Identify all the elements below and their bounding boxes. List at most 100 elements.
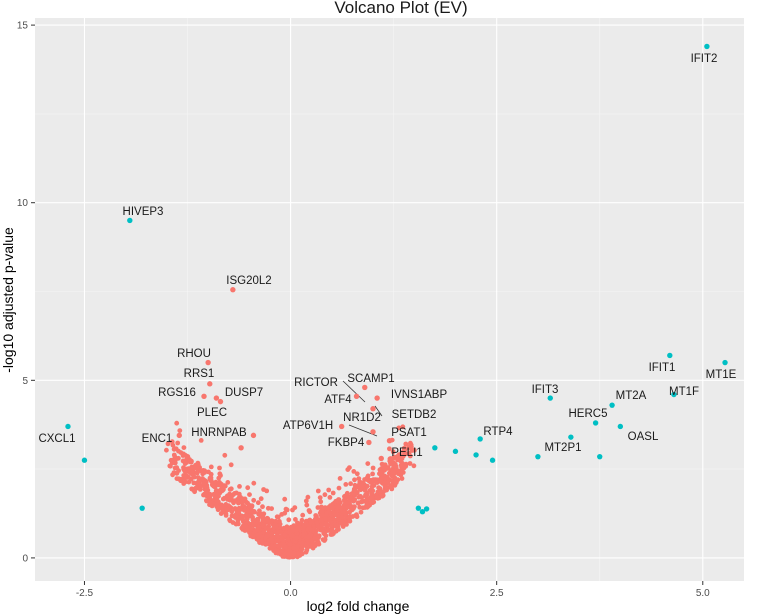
bulk-point (396, 452, 402, 457)
point-label: MT1E (706, 369, 737, 381)
bulk-point (388, 456, 394, 461)
bulk-point (281, 525, 287, 531)
bulk-point (206, 469, 211, 475)
bulk-point (352, 492, 358, 498)
x-tick-label: 5.0 (696, 588, 710, 599)
bulk-point (275, 534, 281, 539)
point-label: CXCL1 (38, 433, 75, 445)
bulk-point (411, 463, 417, 469)
leader-line (342, 380, 366, 403)
bulk-point (327, 517, 332, 522)
significant-point (597, 453, 603, 460)
bulk-point (222, 495, 227, 501)
not-significant-point (207, 381, 213, 387)
significant-point (415, 505, 422, 511)
bulk-point (352, 504, 357, 509)
bulk-point (323, 511, 329, 517)
bulk-point (264, 488, 270, 494)
bulk-point (352, 482, 358, 488)
bulk-point (275, 530, 280, 536)
significant-point (667, 352, 673, 359)
bulk-point (176, 448, 181, 454)
not-significant-point (213, 395, 220, 401)
bulk-point (347, 509, 352, 515)
bulk-point (389, 484, 394, 490)
bulk-point (407, 461, 413, 466)
bulk-point (363, 493, 368, 499)
bulk-point (345, 467, 351, 472)
bulk-point (402, 447, 408, 453)
bulk-point (385, 465, 391, 470)
point-label: NR1D2 (343, 412, 381, 424)
bulk-point (292, 505, 298, 510)
significant-point (671, 391, 677, 398)
bulk-point (327, 495, 333, 500)
bulk-point (381, 465, 387, 471)
bulk-point (372, 477, 378, 482)
bulk-point (171, 470, 177, 476)
bulk-point (277, 521, 283, 527)
y-axis-ticks: 0 5 10 15 (17, 21, 35, 564)
significant-point (432, 445, 438, 451)
bulk-point (261, 518, 267, 524)
bulk-point (329, 513, 334, 518)
bulk-point (282, 496, 288, 502)
bulk-point (216, 479, 222, 485)
bulk-point (286, 552, 292, 557)
bulk-point (207, 494, 213, 499)
bulk-point (177, 428, 183, 433)
bulk-point (322, 505, 328, 510)
not-significant-point (217, 398, 224, 405)
bulk-point (182, 478, 187, 483)
bulk-point (370, 488, 376, 494)
not-significant-point (378, 455, 384, 462)
bulk-point (318, 518, 324, 523)
significant-point (535, 453, 541, 460)
bulk-point (172, 446, 178, 452)
bulk-point (363, 498, 369, 503)
bulk-point (222, 483, 228, 489)
significant-point (139, 505, 145, 511)
significant-point (617, 423, 624, 430)
point-label: HIVEP3 (123, 206, 164, 218)
bulk-point (208, 464, 214, 470)
bulk-point (368, 494, 374, 500)
bulk-point (237, 484, 242, 489)
significant-point (547, 395, 553, 401)
bulk-point (241, 519, 246, 525)
significant-point (704, 43, 710, 50)
bulk-point (329, 531, 335, 537)
bulk-point (304, 502, 310, 508)
bulk-point (246, 508, 251, 514)
not-significant-point (362, 384, 368, 391)
bulk-point (176, 455, 181, 461)
bulk-point (365, 461, 371, 466)
bulk-point (181, 445, 187, 450)
bulk-point (274, 514, 280, 520)
bulk-point (354, 512, 359, 518)
not-significant-point (374, 395, 380, 401)
bulk-point (301, 532, 306, 538)
bulk-point (362, 488, 368, 493)
bulk-point (296, 521, 302, 527)
not-significant-point (338, 423, 345, 430)
bulk-point (315, 488, 321, 494)
bulk-point (379, 461, 385, 467)
bulk-point (328, 503, 333, 508)
bulk-point (201, 477, 207, 483)
bulk-point (268, 537, 273, 542)
bulk-point (318, 499, 324, 505)
bulk-point (299, 551, 305, 557)
bulk-point (306, 508, 312, 513)
bulk-point (352, 497, 358, 502)
bulk-point (256, 525, 262, 531)
bulk-point (314, 528, 319, 534)
bulk-point (181, 451, 186, 457)
bulk-point (232, 506, 238, 511)
bulk-point (380, 493, 385, 499)
bulk-point (194, 485, 200, 491)
bulk-point (219, 504, 225, 510)
bulk-point (378, 478, 383, 484)
significant-point (65, 423, 71, 430)
